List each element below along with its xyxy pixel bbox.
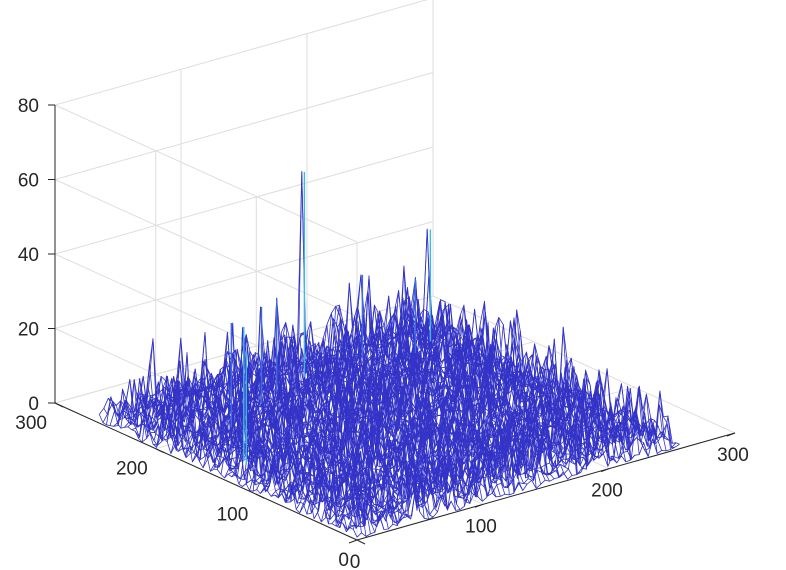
surface-col-line [269, 337, 528, 485]
z-grid-line [54, 72, 434, 180]
x-tick-label: 300 [717, 445, 749, 466]
x-axis-line [356, 432, 736, 541]
x-tick-mark [726, 432, 736, 437]
z-tick-label: 0 [28, 394, 39, 415]
z-grid-line [54, 104, 358, 243]
surface-col-line [273, 332, 532, 481]
z-tick-label: 60 [18, 171, 39, 192]
y-tick-mark [54, 402, 64, 408]
surface-col-line [206, 349, 465, 507]
y-tick-mark [356, 539, 366, 545]
y-tick-label: 100 [217, 504, 249, 525]
surface-mesh [98, 171, 680, 538]
surface-col-line [175, 322, 434, 518]
surface-col-line [260, 346, 519, 492]
y-tick-label: 200 [116, 459, 148, 480]
y-tick-label: 300 [15, 413, 47, 434]
z-grid-line [54, 179, 358, 317]
z-tick-label: 20 [18, 320, 39, 341]
y-tick-mark [256, 493, 265, 499]
x-tick-mark [348, 539, 358, 544]
surface-col-line [251, 297, 510, 495]
y-axis-line [54, 402, 358, 541]
x-tick-mark [600, 468, 610, 473]
z-tick-label: 80 [18, 96, 39, 117]
surface-col-line [179, 332, 438, 513]
surface-col-line [98, 410, 358, 538]
x-tick-label: 0 [350, 552, 361, 570]
y-tick-mark [155, 448, 164, 454]
x-tick-mark [474, 503, 484, 508]
surface-col-line [103, 396, 362, 533]
y-tick-label: 0 [338, 550, 349, 570]
surface-col-line [255, 334, 515, 494]
surface-col-line [121, 378, 380, 526]
surface-col-line [367, 298, 627, 462]
z-grid-line [54, 221, 434, 329]
axes [48, 104, 736, 545]
surface-col-line [125, 379, 385, 530]
surface-col-line [134, 327, 394, 525]
x-tick-label: 200 [591, 481, 623, 502]
z-grid-line [54, 146, 434, 255]
z-tick-label: 40 [18, 245, 39, 266]
x-tick-label: 100 [465, 516, 497, 537]
surface-col-line [112, 375, 371, 534]
z-grid-line [54, 0, 428, 106]
